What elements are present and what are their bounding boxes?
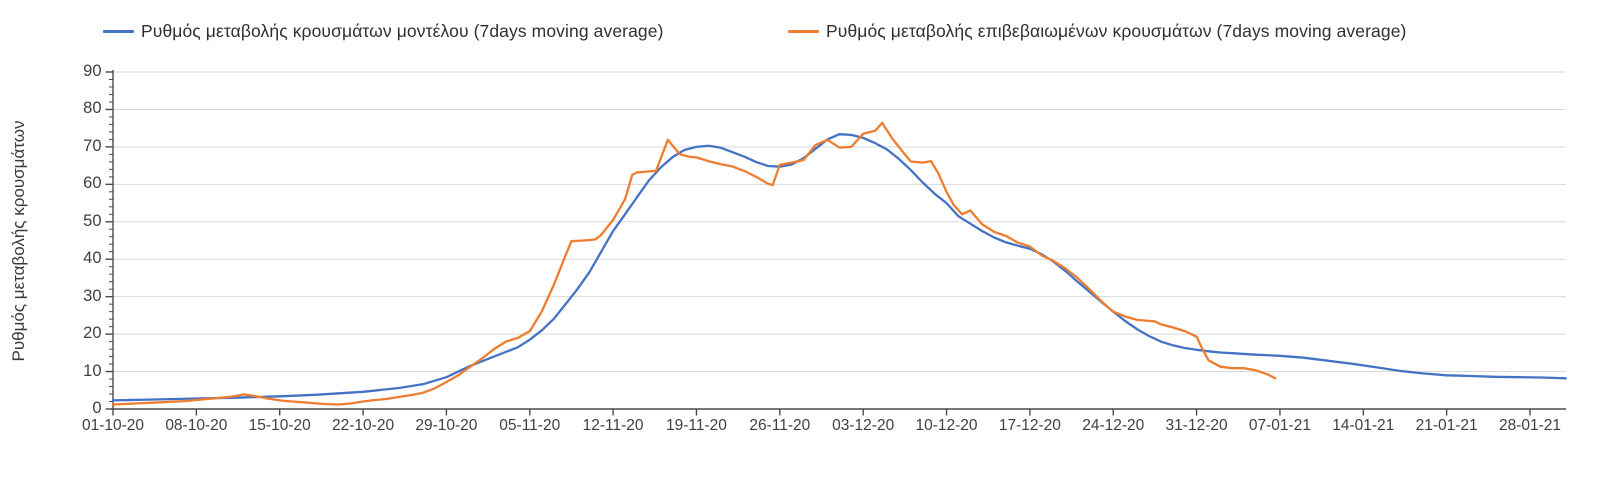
x-tick-label: 17-12-20 bbox=[998, 417, 1061, 434]
series-line-confirmed bbox=[111, 121, 1277, 406]
x-tick-label: 08-10-20 bbox=[165, 417, 228, 434]
x-tick-label: 19-11-20 bbox=[666, 417, 727, 434]
y-tick-label: 40 bbox=[83, 249, 102, 268]
legend-label-confirmed: Ρυθμός μεταβολής επιβεβαιωμένων κρουσμάτ… bbox=[826, 21, 1407, 41]
y-tick-label: 20 bbox=[83, 324, 102, 343]
legend-item-confirmed: Ρυθμός μεταβολής επιβεβαιωμένων κρουσμάτ… bbox=[788, 21, 1406, 42]
x-tick-label: 22-10-20 bbox=[332, 417, 395, 434]
x-tick-label: 31-12-20 bbox=[1165, 417, 1228, 434]
legend-line-swatch-orange bbox=[788, 30, 819, 33]
x-tick-label: 01-10-20 bbox=[81, 417, 145, 434]
legend-item-model: Ρυθμός μεταβολής κρουσμάτων μοντέλου (7d… bbox=[103, 21, 664, 42]
x-tick-label: 26-11-20 bbox=[749, 417, 811, 434]
x-tick-label: 28-01-21 bbox=[1498, 417, 1562, 434]
y-tick-label: 60 bbox=[83, 174, 102, 193]
y-tick-label: 50 bbox=[83, 211, 102, 230]
y-tick-label: 10 bbox=[83, 361, 102, 380]
legend-line-swatch-blue bbox=[103, 30, 134, 33]
y-tick-label: 70 bbox=[83, 136, 102, 155]
x-tick-label: 15-10-20 bbox=[248, 417, 311, 434]
x-tick-label: 05-11-20 bbox=[499, 417, 561, 434]
x-tick-label: 14-01-21 bbox=[1332, 417, 1395, 434]
y-tick-label: 90 bbox=[83, 62, 102, 80]
legend-label-model: Ρυθμός μεταβολής κρουσμάτων μοντέλου (7d… bbox=[141, 21, 664, 41]
x-tick-label: 07-01-21 bbox=[1248, 417, 1311, 434]
y-tick-label: 0 bbox=[92, 399, 102, 417]
y-tick-label: 80 bbox=[83, 99, 102, 118]
x-tick-label: 24-12-20 bbox=[1082, 417, 1145, 434]
y-tick-label: 30 bbox=[83, 286, 102, 305]
x-tick-label: 10-12-20 bbox=[915, 417, 978, 434]
x-tick-label: 03-12-20 bbox=[832, 417, 895, 434]
series-line-model bbox=[111, 133, 1567, 402]
x-tick-label: 21-01-21 bbox=[1415, 417, 1478, 434]
x-tick-label: 12-11-20 bbox=[582, 417, 644, 434]
x-tick-label: 29-10-20 bbox=[415, 417, 478, 434]
